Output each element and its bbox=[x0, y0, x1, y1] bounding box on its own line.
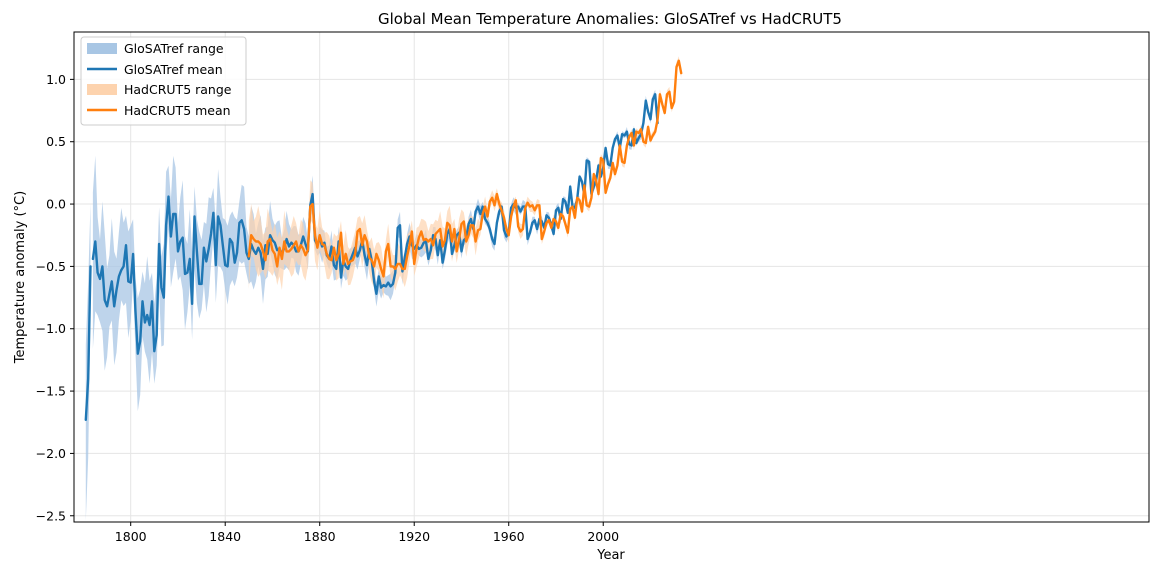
y-axis-ticks: −2.5 −2.0 −1.5 −1.0 −0.5 0.0 0.5 1.0 bbox=[36, 72, 74, 523]
legend-swatch-hadcrut-range bbox=[87, 84, 117, 95]
x-tick-label: 1920 bbox=[398, 529, 430, 544]
range-bands bbox=[85, 56, 682, 521]
y-tick-label: −1.5 bbox=[36, 384, 66, 399]
legend-label-hadcrut-mean: HadCRUT5 mean bbox=[124, 103, 231, 118]
legend-swatch-glosat-range bbox=[87, 43, 117, 54]
hadcrut-range-band bbox=[248, 56, 682, 299]
y-tick-label: 0.0 bbox=[46, 197, 66, 212]
legend-label-hadcrut-range: HadCRUT5 range bbox=[124, 82, 232, 97]
y-tick-label: 0.5 bbox=[46, 134, 66, 149]
x-tick-label: 1880 bbox=[304, 529, 336, 544]
y-tick-label: −0.5 bbox=[36, 259, 66, 274]
x-tick-label: 1800 bbox=[115, 529, 147, 544]
x-tick-label: 2000 bbox=[587, 529, 619, 544]
legend-box bbox=[80, 36, 247, 126]
x-tick-label: 1960 bbox=[493, 529, 525, 544]
chart-title: Global Mean Temperature Anomalies: GloSA… bbox=[378, 10, 842, 28]
glosat-range-band bbox=[92, 89, 658, 412]
x-axis-ticks: 1800 1840 1880 1920 1960 2000 bbox=[115, 522, 619, 544]
x-axis-title: Year bbox=[596, 548, 625, 563]
mean-lines bbox=[84, 59, 683, 421]
glosat-mean-line bbox=[84, 265, 92, 421]
y-tick-label: −2.0 bbox=[36, 446, 66, 461]
plot-frame bbox=[73, 31, 1150, 523]
hadcrut-mean-line bbox=[247, 59, 683, 278]
y-axis-title: Temperature anomaly (°C) bbox=[13, 191, 28, 364]
x-tick-label: 1840 bbox=[209, 529, 241, 544]
y-tick-label: −2.5 bbox=[36, 508, 66, 523]
legend-label-glosat-mean: GloSATref mean bbox=[124, 62, 223, 77]
legend: GloSATref range GloSATref mean HadCRUT5 … bbox=[80, 36, 247, 126]
y-tick-label: 1.0 bbox=[46, 72, 66, 87]
y-tick-label: −1.0 bbox=[36, 321, 66, 336]
glosat-mean-line bbox=[91, 93, 659, 355]
legend-label-glosat-range: GloSATref range bbox=[124, 41, 224, 56]
